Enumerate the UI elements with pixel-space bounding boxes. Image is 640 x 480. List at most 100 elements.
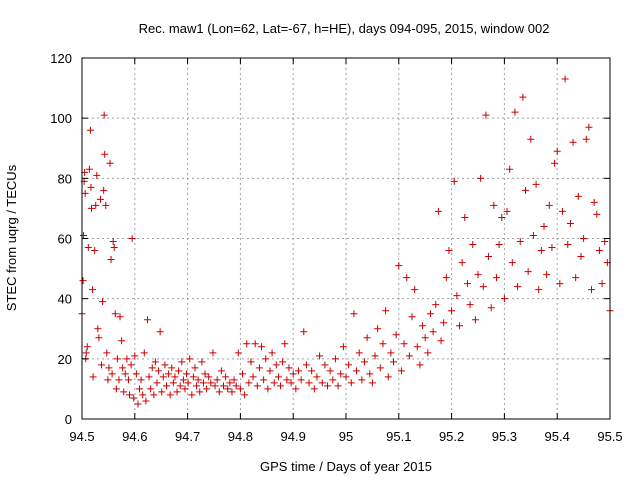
data-point [193, 382, 201, 390]
data-point [247, 358, 255, 366]
x-tick-label: 95.4 [545, 429, 570, 444]
data-point [211, 382, 219, 390]
data-point [371, 352, 379, 360]
data-point [577, 253, 585, 261]
data-point [582, 135, 590, 143]
data-point [469, 241, 477, 249]
data-point [529, 231, 537, 239]
data-point [516, 238, 524, 246]
data-point [243, 340, 251, 348]
data-point [300, 328, 308, 336]
y-axis-title: STEC from uqrg / TECUs [4, 164, 19, 311]
data-point [213, 376, 221, 384]
data-point [461, 213, 469, 221]
data-point [81, 189, 89, 197]
data-point [148, 364, 156, 372]
data-point [397, 367, 405, 375]
data-point [511, 108, 519, 116]
data-point [224, 385, 232, 393]
data-point [239, 370, 247, 378]
data-point [277, 382, 285, 390]
data-point [153, 379, 161, 387]
data-point [147, 385, 155, 393]
data-point [545, 201, 553, 209]
data-point [175, 367, 183, 375]
data-point [419, 322, 427, 330]
data-point [408, 313, 416, 321]
data-point [548, 244, 556, 252]
data-point [245, 379, 253, 387]
data-point [471, 316, 479, 324]
points-layer [78, 75, 614, 408]
data-point [532, 180, 540, 188]
data-point [108, 370, 116, 378]
data-point [590, 198, 598, 206]
data-point [270, 379, 278, 387]
data-point [124, 376, 132, 384]
data-point [95, 334, 103, 342]
x-tick-label: 95.5 [597, 429, 622, 444]
data-point [262, 355, 270, 363]
data-point [490, 201, 498, 209]
data-point [368, 379, 376, 387]
data-point [113, 355, 121, 363]
data-point [376, 364, 384, 372]
data-point [232, 382, 240, 390]
data-point [297, 376, 305, 384]
data-point [382, 307, 390, 315]
y-tick-label: 20 [58, 352, 72, 367]
data-point [363, 334, 371, 342]
x-tick-label: 95.2 [439, 429, 464, 444]
data-point [353, 367, 361, 375]
data-point [421, 334, 429, 342]
data-point [387, 349, 395, 357]
x-tick-label: 94.6 [122, 429, 147, 444]
y-tick-label: 60 [58, 232, 72, 247]
data-point [429, 328, 437, 336]
data-point [313, 373, 321, 381]
data-point [598, 280, 606, 288]
data-point [268, 349, 276, 357]
data-point [184, 379, 192, 387]
data-point [120, 388, 128, 396]
data-point [228, 388, 236, 396]
grid-layer [82, 58, 610, 419]
data-point [527, 135, 535, 143]
data-point [392, 331, 400, 339]
x-tick-label: 94.9 [281, 429, 306, 444]
data-point [405, 352, 413, 360]
data-point [426, 310, 434, 318]
data-point [572, 274, 580, 282]
data-point [540, 222, 548, 230]
data-point [519, 93, 527, 101]
data-point [101, 150, 109, 158]
data-point [321, 361, 329, 369]
data-point [136, 385, 144, 393]
data-point [188, 391, 196, 399]
data-point [198, 358, 206, 366]
data-point [395, 262, 403, 270]
data-point [151, 358, 159, 366]
data-point [535, 286, 543, 294]
data-point [569, 138, 577, 146]
data-point [186, 355, 194, 363]
data-point [84, 244, 92, 252]
data-point [234, 349, 242, 357]
data-point [171, 373, 179, 381]
data-point [91, 247, 99, 255]
data-point [162, 382, 170, 390]
data-point [88, 204, 96, 212]
data-point [479, 283, 487, 291]
data-point [176, 382, 184, 390]
data-point [543, 271, 551, 279]
data-point [99, 298, 107, 306]
x-tick-label: 95.1 [386, 429, 411, 444]
data-point [316, 352, 324, 360]
x-tick-label: 95 [339, 429, 353, 444]
data-point [215, 388, 223, 396]
data-point [487, 304, 495, 312]
data-point [492, 274, 500, 282]
data-point [413, 343, 421, 351]
data-point [143, 316, 151, 324]
data-point [121, 370, 129, 378]
